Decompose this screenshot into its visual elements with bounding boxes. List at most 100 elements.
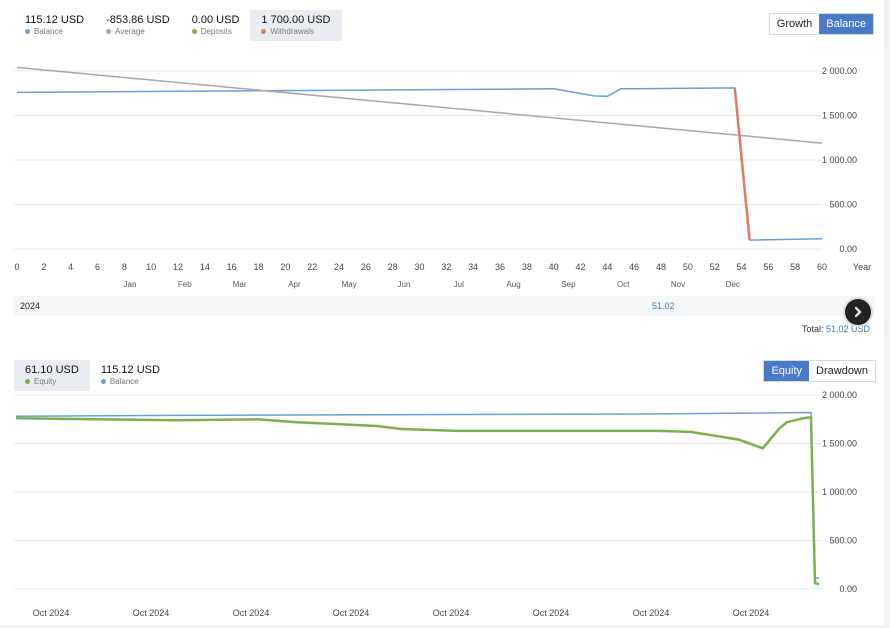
month-label: Mar — [233, 280, 247, 289]
total-value: 51.02 USD — [825, 324, 870, 334]
x-tick-label: 56 — [763, 262, 773, 272]
legend-label: Balance — [34, 27, 63, 36]
x-tick-label: Oct 2024 — [633, 608, 670, 618]
equity-drawdown-toggle: Equity Drawdown — [763, 360, 876, 382]
x-tick-label: 26 — [361, 262, 371, 272]
x-tick-label: Oct 2024 — [133, 608, 170, 618]
x-tick-label: Oct 2024 — [233, 608, 270, 618]
equity-chart: 2 000.00 1 500.00 1 000.00 500.00 0.00 Oct 20… — [14, 390, 857, 618]
x-tick-label: 32 — [441, 262, 451, 272]
month-label: Nov — [671, 280, 685, 289]
x-tick-label: 34 — [468, 262, 478, 272]
legend-item-balance[interactable]: 115.12 USD Balance — [14, 10, 95, 41]
y-tick-label: 500.00 — [829, 536, 857, 546]
balance-chart-panel: 115.12 USD Balance -853.86 USD Average 0.00 … — [0, 0, 884, 350]
series-line-withdrawals — [733, 87, 751, 241]
legend-dot-icon — [25, 29, 30, 34]
chevron-right-icon — [854, 306, 862, 318]
legend-label: Balance — [109, 377, 139, 386]
year-row-year: 2024 — [20, 301, 41, 311]
legend-item-balance[interactable]: 115.12 USD Balance — [90, 360, 171, 391]
legend-label: Deposits — [200, 27, 232, 36]
legend-label: Equity — [34, 377, 57, 386]
next-arrow-button[interactable] — [845, 299, 871, 325]
series-line-balance — [16, 87, 823, 241]
y-tick-label: 1 000.00 — [822, 155, 857, 165]
legend-value: 61.10 USD — [25, 364, 79, 376]
legend-label: Withdrawals — [270, 27, 314, 36]
top-legend: 115.12 USD Balance -853.86 USD Average 0.00 … — [14, 10, 342, 41]
month-label: Aug — [506, 280, 520, 289]
x-tick-label: 30 — [414, 262, 424, 272]
month-label: Jan — [124, 280, 137, 289]
month-label: Apr — [288, 280, 301, 289]
y-tick-label: 0.00 — [839, 584, 857, 594]
x-tick-label: 20 — [280, 262, 290, 272]
series-line-equity — [15, 416, 820, 586]
legend-dot-icon — [106, 29, 112, 34]
x-tick-label: 6 — [95, 262, 100, 272]
month-label: Jun — [398, 280, 411, 289]
legend-dot-icon — [191, 29, 197, 34]
x-tick-label: 18 — [253, 262, 263, 272]
x-tick-label: 50 — [683, 262, 693, 272]
equity-chart-panel: 61.10 USD Equity 115.12 USD Balance Equity … — [0, 350, 884, 625]
x-tick-label: 24 — [334, 262, 344, 272]
legend-item-equity[interactable]: 61.10 USD Equity — [14, 360, 90, 391]
month-label: Feb — [178, 280, 192, 289]
bottom-legend: 61.10 USD Equity 115.12 USD Balance — [14, 360, 171, 391]
x-tick-label: 0 — [14, 262, 19, 272]
x-tick-label: Oct 2024 — [433, 608, 470, 618]
growth-button[interactable]: Growth — [769, 14, 820, 34]
year-row-value[interactable]: 51.02 — [652, 301, 675, 311]
x-tick-label: 40 — [549, 262, 559, 272]
x-tick-label: 28 — [388, 262, 398, 272]
growth-balance-toggle: Growth Balance — [768, 13, 874, 35]
legend-item-withdrawals[interactable]: 1 700.00 USD Withdrawals — [250, 10, 342, 41]
legend-value: 0.00 USD — [191, 14, 240, 26]
month-label: Dec — [726, 280, 740, 289]
x-tick-label: Oct 2024 — [33, 608, 70, 618]
x-tick-label: 58 — [790, 262, 800, 272]
x-tick-label: 54 — [736, 262, 746, 272]
total-row: Total: 51.02 USD — [802, 324, 870, 334]
x-tick-label: Oct 2024 — [733, 608, 770, 618]
x-tick-label: 60 — [817, 262, 827, 272]
legend-item-deposits[interactable]: 0.00 USD Deposits — [181, 10, 251, 41]
x-tick-label: 52 — [710, 262, 720, 272]
x-tick-label: 36 — [495, 262, 505, 272]
year-row: 2024 51.02 — [14, 296, 874, 316]
equity-button[interactable]: Equity — [764, 361, 810, 381]
x-tick-label: 46 — [629, 262, 639, 272]
month-label: May — [342, 280, 357, 289]
series-line-average — [16, 66, 823, 144]
x-tick-label: 10 — [146, 262, 156, 272]
legend-value: -853.86 USD — [106, 14, 170, 26]
x-tick-label: 8 — [122, 262, 127, 272]
drawdown-button[interactable]: Drawdown — [809, 361, 875, 381]
x-tick-label: 12 — [173, 262, 183, 272]
x-tick-label: 22 — [307, 262, 317, 272]
x-tick-label: 2 — [41, 262, 46, 272]
legend-dot-icon — [261, 29, 267, 34]
legend-dot-icon — [25, 379, 30, 384]
month-label: Jul — [454, 280, 464, 289]
balance-button[interactable]: Balance — [819, 14, 873, 34]
x-tick-label: Oct 2024 — [533, 608, 570, 618]
legend-item-average[interactable]: -853.86 USD Average — [95, 10, 181, 41]
x-tick-label: 38 — [522, 262, 532, 272]
month-label: Oct — [617, 280, 630, 289]
y-tick-label: 1 500.00 — [822, 439, 857, 449]
legend-value: 1 700.00 USD — [261, 14, 331, 26]
x-axis-year-label: Year — [853, 262, 871, 272]
x-tick-label: 48 — [656, 262, 666, 272]
y-tick-label: 2 000.00 — [822, 390, 857, 400]
legend-value: 115.12 USD — [100, 364, 160, 376]
legend-dot-icon — [100, 379, 106, 384]
month-label: Sep — [561, 280, 576, 289]
y-tick-label: 1 000.00 — [822, 487, 857, 497]
x-tick-label: 14 — [200, 262, 210, 272]
x-tick-label: 16 — [227, 262, 237, 272]
x-tick-label: 44 — [602, 262, 612, 272]
